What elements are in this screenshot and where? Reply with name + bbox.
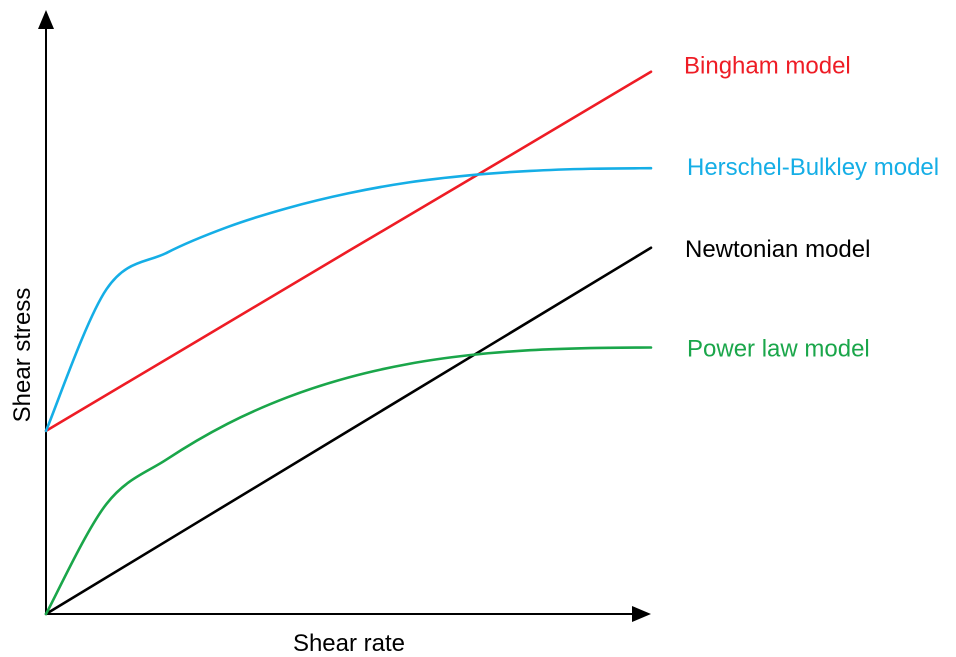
newtonian-model-line: [44, 246, 653, 616]
x-axis-arrow: [632, 606, 651, 622]
x-axis-label: Shear rate: [293, 630, 405, 657]
herschel-bulkley-model-line: [44, 166, 653, 433]
power-law-model-label: Power law model: [687, 336, 870, 363]
power-law-model-line: [44, 346, 653, 616]
y-axis-label: Shear stress: [9, 288, 36, 423]
bingham-model-label: Bingham model: [684, 53, 851, 80]
series-layer: [44, 70, 653, 616]
label-layer: Bingham model Herschel-Bulkley model Newto…: [684, 53, 939, 363]
axes: Shear rate Shear stress: [9, 10, 651, 657]
newtonian-model-label: Newtonian model: [685, 236, 870, 263]
herschel-bulkley-model-label: Herschel-Bulkley model: [687, 154, 939, 181]
y-axis-arrow: [38, 10, 54, 29]
bingham-model-line: [44, 70, 653, 433]
